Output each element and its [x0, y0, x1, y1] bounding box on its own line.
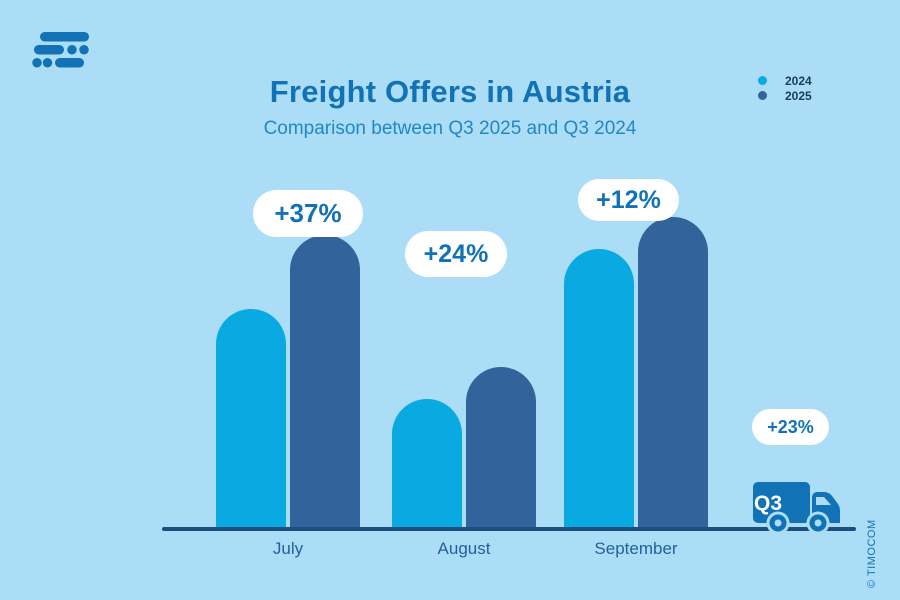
legend-item-2024: 2024	[758, 73, 812, 88]
page-subtitle: Comparison between Q3 2025 and Q3 2024	[263, 118, 637, 139]
bar-july-2025	[290, 235, 360, 528]
pct-badge-august: +24%	[405, 231, 507, 277]
legend-label-2025: 2025	[785, 88, 812, 103]
x-axis-line	[162, 527, 856, 531]
pct-badge-july: +37%	[253, 190, 363, 237]
chart-legend: 2024 2025	[758, 73, 812, 103]
timocom-logo-icon	[32, 32, 89, 68]
x-tick-july: July	[272, 539, 304, 558]
truck-icon: Q3	[753, 482, 840, 533]
bar-august-2025	[466, 367, 536, 528]
pct-badge-september: +12%	[578, 179, 679, 221]
bar-september-2025	[638, 217, 708, 528]
page-title: Freight Offers in Austria	[269, 74, 631, 109]
bar-july-2024	[216, 309, 286, 528]
truck-q3-label: Q3	[754, 492, 782, 515]
legend-dot-2025-icon	[758, 91, 767, 100]
bar-august-2024	[392, 399, 462, 528]
bar-september-2024	[564, 249, 634, 528]
x-tick-september: September	[594, 539, 678, 558]
x-tick-august: August	[437, 539, 491, 558]
pct-badge-quarter-total: +23%	[752, 409, 829, 445]
chart-header: Freight Offers in Austria Comparison bet…	[0, 74, 900, 140]
copyright-text: © TIMOCOM	[866, 519, 878, 588]
legend-dot-2024-icon	[758, 76, 767, 85]
legend-label-2024: 2024	[785, 73, 812, 88]
legend-item-2025: 2025	[758, 88, 812, 103]
